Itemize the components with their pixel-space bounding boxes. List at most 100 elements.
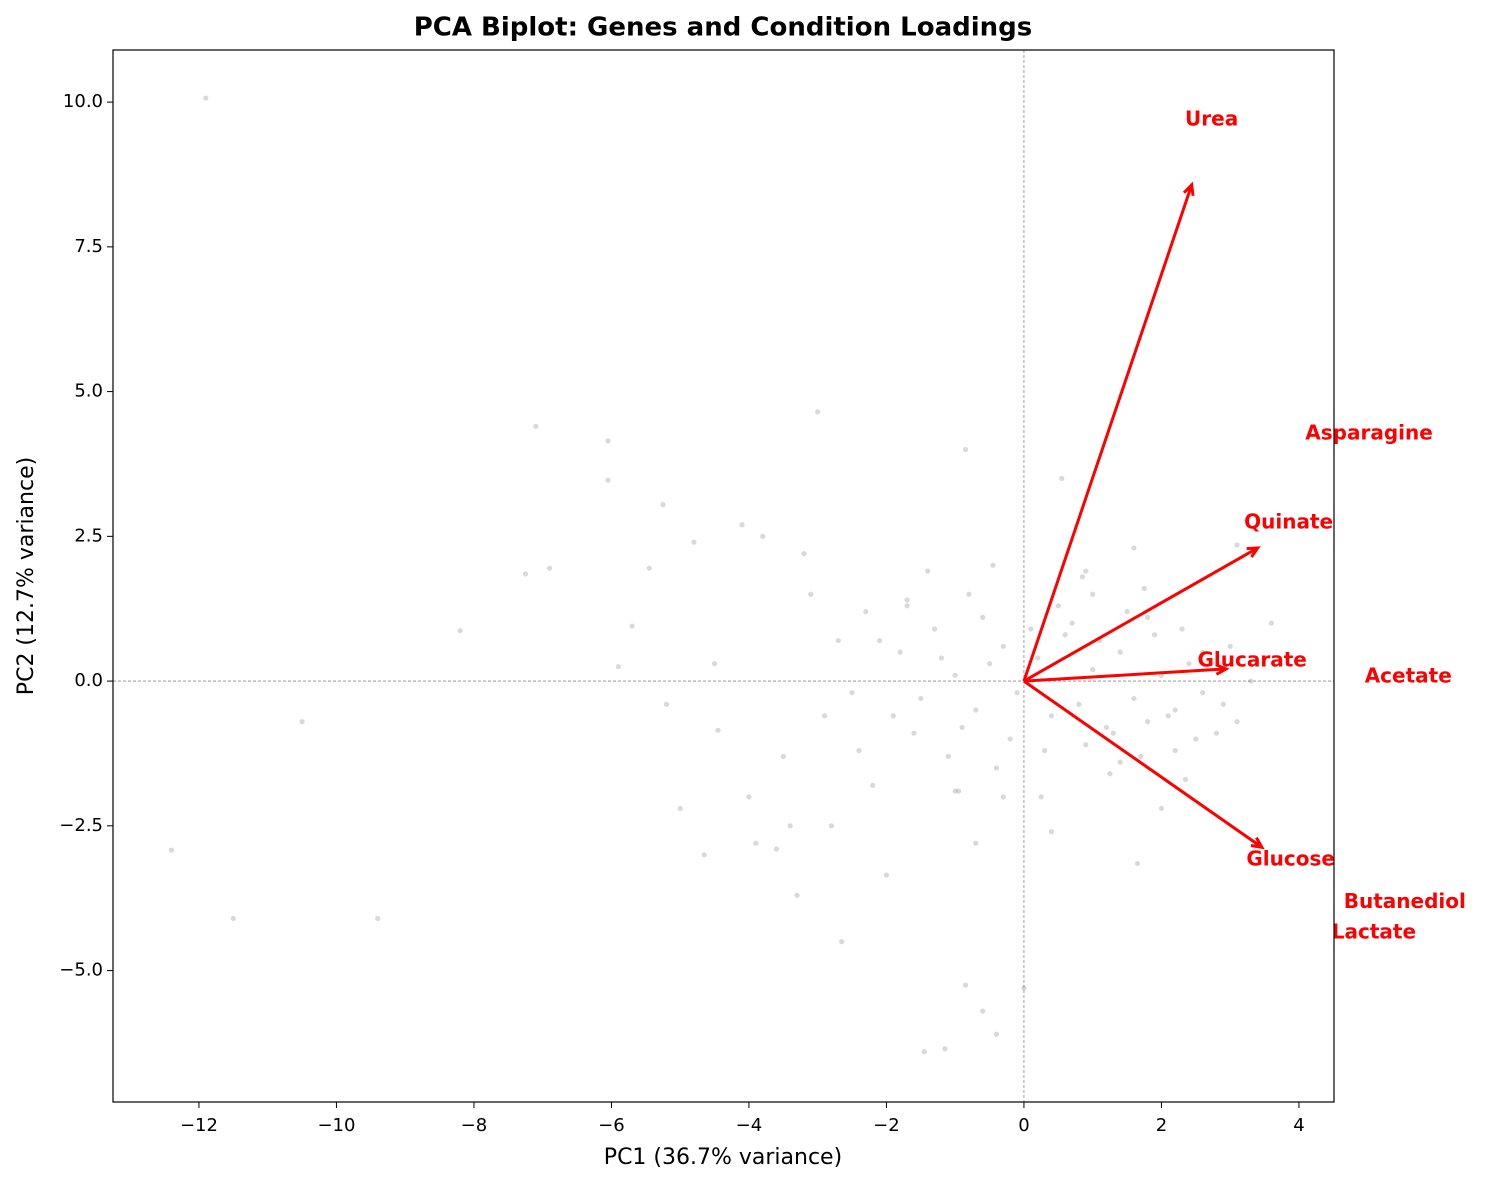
gene-point <box>993 1031 1000 1037</box>
gene-point <box>890 713 896 719</box>
gene-point <box>938 655 945 661</box>
gene-point <box>911 730 917 736</box>
gene-point <box>980 614 986 620</box>
x-tick-label: 0 <box>1018 1115 1029 1136</box>
gene-point <box>973 840 979 846</box>
gene-point <box>1145 719 1151 725</box>
gene-point <box>952 788 958 794</box>
gene-point <box>1103 724 1110 731</box>
gene-point <box>1038 794 1044 800</box>
loading-arrow <box>1022 181 1195 682</box>
gene-point <box>1248 678 1254 684</box>
x-tick-label: −10 <box>317 1115 355 1136</box>
gene-point <box>1141 585 1147 592</box>
gene-point <box>1151 632 1158 638</box>
plot-frame <box>112 49 1335 1103</box>
gene-point <box>1200 649 1206 655</box>
gene-point <box>1107 771 1113 777</box>
gene-point <box>1090 591 1096 597</box>
gene-point <box>959 724 965 731</box>
gene-point <box>973 707 979 713</box>
gene-point <box>701 852 707 858</box>
gene-point <box>1268 620 1275 626</box>
gene-point <box>835 637 841 644</box>
gene-point <box>918 695 924 702</box>
gene-point <box>1014 690 1020 696</box>
gene-point <box>1179 626 1185 632</box>
gene-point <box>646 565 652 571</box>
y-tick-label: 10.0 <box>63 91 103 112</box>
x-tick-label: 2 <box>1156 1115 1167 1136</box>
gene-point <box>962 446 969 453</box>
gene-point <box>739 522 745 528</box>
gene-point <box>980 1008 986 1014</box>
loading-arrow <box>1023 546 1261 683</box>
gene-point <box>921 1049 927 1055</box>
gene-point <box>691 539 697 545</box>
gene-point <box>1117 759 1123 765</box>
x-tick-label: 4 <box>1293 1115 1304 1136</box>
plot-area <box>113 50 1334 1102</box>
gene-point <box>1000 643 1006 649</box>
gene-point <box>870 782 876 788</box>
gene-point <box>1048 713 1055 719</box>
gene-point <box>1234 719 1240 725</box>
gene-point <box>746 794 752 800</box>
gene-point <box>993 765 1000 771</box>
gene-point <box>904 597 910 603</box>
loading-arrow <box>1023 663 1230 683</box>
gene-point <box>925 568 931 574</box>
gene-point <box>883 872 890 878</box>
gene-point <box>787 823 793 829</box>
gene-point <box>904 603 910 609</box>
gene-point <box>522 571 529 577</box>
gene-point <box>1131 695 1137 702</box>
gene-point <box>808 591 814 597</box>
gene-point <box>931 626 938 632</box>
gene-point <box>1079 574 1085 580</box>
gene-point <box>1134 860 1140 867</box>
gene-point <box>1007 736 1013 742</box>
y-axis-label: PC2 (12.7% variance) <box>14 457 39 695</box>
gene-point <box>986 661 993 667</box>
gene-point <box>897 649 903 655</box>
x-tick-label: −6 <box>598 1115 625 1136</box>
loading-label: Glucose <box>1246 846 1335 870</box>
gene-point <box>815 409 821 415</box>
gene-point <box>821 713 828 719</box>
gene-point <box>533 423 539 429</box>
y-tick-label: 5.0 <box>74 381 103 402</box>
gene-point <box>801 551 807 557</box>
gene-point <box>828 823 835 829</box>
gene-point <box>1213 730 1220 736</box>
gene-point <box>1172 747 1178 754</box>
gene-point <box>849 690 855 696</box>
gene-point <box>773 846 780 852</box>
gene-point <box>1186 661 1192 667</box>
gene-point <box>1110 730 1116 736</box>
gene-point <box>1165 713 1171 719</box>
gene-point <box>1200 690 1206 696</box>
loading-label: Lactate <box>1332 919 1416 943</box>
loading-label: Asparagine <box>1305 420 1433 444</box>
gene-point <box>1158 805 1165 812</box>
gene-point <box>1028 626 1034 632</box>
gene-point <box>457 628 463 634</box>
gene-point <box>663 701 670 707</box>
gene-point <box>1145 614 1151 620</box>
gene-point <box>952 672 958 678</box>
gene-point <box>1182 776 1189 783</box>
gene-point <box>839 939 845 945</box>
gene-point <box>1041 747 1048 754</box>
gene-point <box>1172 707 1178 713</box>
gene-point <box>660 501 666 508</box>
gene-point <box>1124 609 1130 615</box>
gene-point <box>1206 661 1213 667</box>
loading-label: Butanediol <box>1344 889 1466 913</box>
x-axis-label: PC1 (36.7% variance) <box>604 1145 842 1170</box>
gene-point <box>230 915 236 922</box>
gene-point <box>605 438 611 444</box>
loading-label: Urea <box>1185 107 1238 131</box>
gene-point <box>966 591 972 597</box>
